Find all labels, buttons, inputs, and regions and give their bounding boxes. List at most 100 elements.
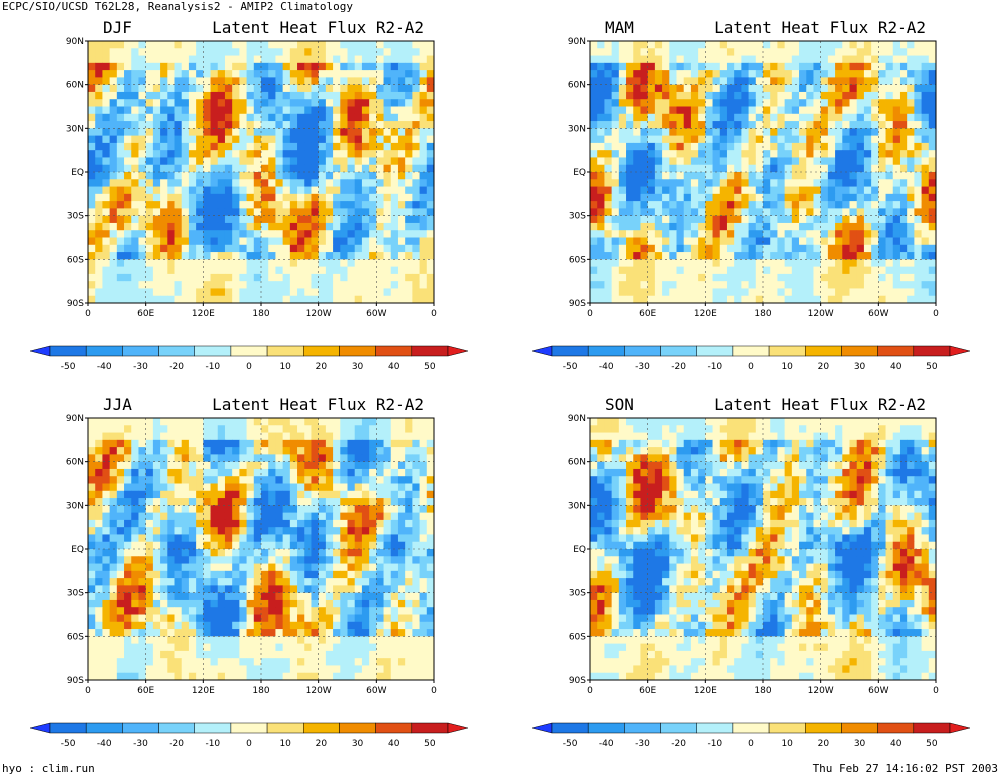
heatmap-cell bbox=[109, 563, 118, 572]
heatmap-cell bbox=[383, 62, 392, 71]
heatmap-cell bbox=[419, 614, 428, 623]
heatmap-cell bbox=[354, 483, 363, 492]
heatmap-cell bbox=[217, 193, 226, 202]
heatmap-cell bbox=[419, 201, 428, 209]
heatmap-cell bbox=[138, 99, 147, 107]
heatmap-cell bbox=[885, 106, 894, 115]
heatmap-cell bbox=[690, 237, 699, 246]
heatmap-cell bbox=[282, 519, 291, 528]
heatmap-cell bbox=[160, 48, 168, 56]
heatmap-cell bbox=[188, 461, 197, 470]
heatmap-cell bbox=[304, 106, 312, 115]
heatmap-cell bbox=[633, 91, 641, 100]
heatmap-cell bbox=[784, 142, 793, 151]
heatmap-cell bbox=[124, 186, 132, 195]
heatmap-cell bbox=[683, 201, 692, 209]
heatmap-cell bbox=[369, 432, 377, 441]
heatmap-cell bbox=[820, 266, 829, 275]
heatmap-cell bbox=[210, 556, 219, 564]
heatmap-cell bbox=[188, 476, 197, 484]
heatmap-cell bbox=[705, 172, 713, 180]
heatmap-cell bbox=[369, 585, 377, 594]
heatmap-cell bbox=[412, 230, 420, 238]
heatmap-cell bbox=[145, 186, 154, 195]
heatmap-cell bbox=[333, 252, 341, 260]
heatmap-cell bbox=[261, 222, 269, 231]
heatmap-cell bbox=[856, 48, 865, 56]
heatmap-cell bbox=[928, 259, 937, 268]
heatmap-cell bbox=[95, 483, 103, 492]
heatmap-cell bbox=[390, 483, 399, 492]
heatmap-cell bbox=[261, 476, 269, 484]
heatmap-cell bbox=[131, 288, 139, 297]
heatmap-cell bbox=[95, 193, 103, 202]
heatmap-cell bbox=[340, 164, 348, 173]
heatmap-cell bbox=[275, 164, 284, 173]
heatmap-cell bbox=[654, 281, 663, 289]
heatmap-cell bbox=[842, 121, 850, 129]
heatmap-cell bbox=[124, 454, 132, 463]
heatmap-cell bbox=[124, 541, 132, 550]
heatmap-cell bbox=[138, 585, 147, 594]
heatmap-cell bbox=[640, 150, 649, 158]
heatmap-cell bbox=[188, 121, 197, 129]
heatmap-cell bbox=[109, 592, 118, 601]
heatmap-cell bbox=[232, 425, 240, 433]
heatmap-cell bbox=[633, 164, 641, 173]
heatmap-cell bbox=[654, 135, 663, 144]
heatmap-cell bbox=[921, 99, 930, 107]
heatmap-cell bbox=[640, 193, 649, 202]
heatmap-cell bbox=[318, 55, 327, 64]
heatmap-cell bbox=[669, 41, 677, 49]
heatmap-cell bbox=[116, 447, 125, 455]
heatmap-cell bbox=[813, 266, 822, 275]
heatmap-cell bbox=[152, 527, 161, 535]
heatmap-cell bbox=[282, 208, 291, 217]
heatmap-cell bbox=[188, 483, 197, 492]
heatmap-cell bbox=[282, 295, 291, 304]
heatmap-cell bbox=[318, 432, 327, 441]
heatmap-cell bbox=[849, 281, 858, 289]
heatmap-cell bbox=[181, 498, 190, 506]
heatmap-cell bbox=[412, 295, 420, 304]
heatmap-cell bbox=[856, 288, 865, 297]
heatmap-cell bbox=[856, 215, 865, 224]
heatmap-cell bbox=[597, 288, 605, 297]
heatmap-cell bbox=[88, 201, 96, 209]
heatmap-cell bbox=[597, 62, 605, 71]
heatmap-cell bbox=[304, 295, 312, 304]
heatmap-cell bbox=[261, 498, 269, 506]
heatmap-cell bbox=[289, 91, 298, 100]
heatmap-cell bbox=[383, 447, 392, 455]
heatmap-cell bbox=[835, 55, 843, 64]
heatmap-cell bbox=[369, 418, 377, 426]
heatmap-cell bbox=[669, 172, 677, 180]
heatmap-cell bbox=[376, 172, 384, 180]
heatmap-cell bbox=[268, 281, 276, 289]
heatmap-cell bbox=[124, 99, 132, 107]
heatmap-cell bbox=[203, 113, 211, 122]
heatmap-cell bbox=[261, 266, 269, 275]
heatmap-cell bbox=[95, 534, 103, 543]
heatmap-cell bbox=[325, 62, 334, 71]
heatmap-cell bbox=[95, 259, 103, 268]
heatmap-cell bbox=[304, 490, 312, 499]
heatmap-cell bbox=[95, 77, 103, 86]
heatmap-cell bbox=[109, 222, 118, 231]
heatmap-cell bbox=[383, 164, 392, 173]
heatmap-cell bbox=[261, 614, 269, 623]
heatmap-cell bbox=[611, 55, 620, 64]
heatmap-cell bbox=[275, 222, 284, 231]
heatmap-cell bbox=[232, 157, 240, 166]
heatmap-cell bbox=[311, 578, 320, 586]
heatmap-cell bbox=[835, 179, 843, 187]
heatmap-cell bbox=[152, 534, 161, 543]
heatmap-cell bbox=[863, 62, 872, 71]
heatmap-cell bbox=[311, 62, 320, 71]
heatmap-cell bbox=[188, 607, 197, 615]
heatmap-cell bbox=[160, 84, 168, 93]
heatmap-cell bbox=[885, 62, 894, 71]
heatmap-cell bbox=[131, 62, 139, 71]
heatmap-cell bbox=[145, 121, 154, 129]
heatmap-cell bbox=[662, 237, 670, 246]
